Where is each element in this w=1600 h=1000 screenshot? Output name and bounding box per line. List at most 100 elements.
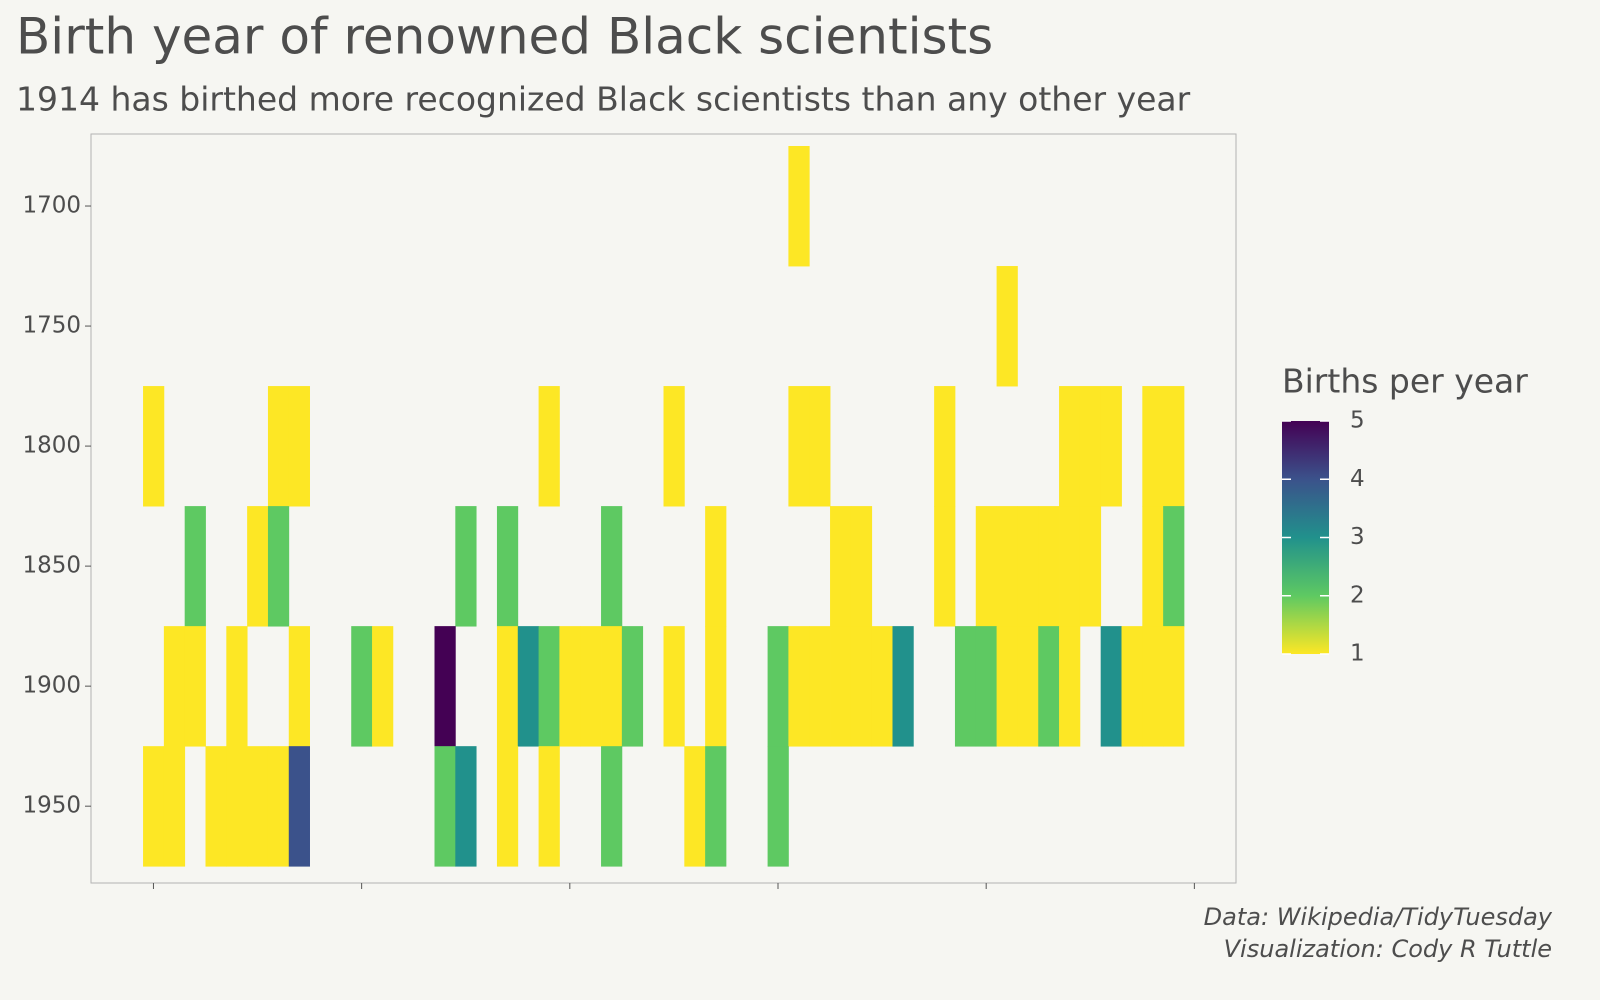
y-tick-label: 1750 <box>22 313 81 339</box>
tile <box>496 746 519 867</box>
tile <box>1100 626 1122 747</box>
tile <box>871 626 893 747</box>
tile <box>267 506 290 627</box>
tile <box>226 746 248 867</box>
y-tick-label: 1700 <box>22 193 81 219</box>
tile <box>975 626 997 747</box>
tile <box>163 626 186 747</box>
y-tick-label: 1850 <box>22 553 81 579</box>
tile <box>1079 386 1102 507</box>
tile <box>1163 506 1185 627</box>
tile <box>830 506 852 627</box>
tile <box>996 266 1018 387</box>
tile <box>372 626 394 747</box>
tile <box>767 626 789 747</box>
tile <box>163 746 186 867</box>
tile <box>434 746 456 867</box>
tile <box>705 506 727 627</box>
tile <box>226 626 248 747</box>
tile <box>934 386 956 507</box>
tile <box>1059 626 1081 747</box>
tile <box>184 506 206 627</box>
tile <box>684 746 706 867</box>
legend-tick-label: 3 <box>1350 524 1365 550</box>
tile <box>288 386 310 507</box>
tile <box>143 386 165 507</box>
tile <box>538 746 560 867</box>
tile <box>496 626 519 747</box>
tile <box>1017 626 1039 747</box>
tile <box>1121 626 1143 747</box>
y-tick-label: 1900 <box>22 673 81 699</box>
tile <box>1079 506 1102 627</box>
legend-tick-label: 2 <box>1350 582 1365 608</box>
tile <box>1017 506 1039 627</box>
tile <box>517 626 539 747</box>
tile <box>621 626 644 747</box>
tile <box>288 626 310 747</box>
tile <box>455 746 477 867</box>
tile <box>247 506 269 627</box>
legend-tick-label: 5 <box>1350 408 1365 434</box>
tile <box>496 506 519 627</box>
tile <box>809 626 831 747</box>
tile <box>705 746 727 867</box>
y-tick-label: 1800 <box>22 433 81 459</box>
tile <box>830 626 852 747</box>
tile <box>351 626 373 747</box>
tile <box>434 626 456 747</box>
tile <box>559 626 581 747</box>
tile <box>205 746 227 867</box>
tile <box>601 626 623 747</box>
tile <box>934 506 956 627</box>
tile <box>767 746 789 867</box>
tile <box>1142 386 1164 507</box>
caption: Visualization: Cody R Tuttle <box>1224 935 1552 963</box>
tile <box>705 626 727 747</box>
tile <box>267 746 290 867</box>
tile <box>1163 626 1185 747</box>
tile <box>1142 626 1164 747</box>
tile <box>538 386 560 507</box>
tile <box>601 506 623 627</box>
tile <box>892 626 914 747</box>
tile <box>1038 506 1060 627</box>
tile <box>788 146 810 267</box>
tile <box>850 626 873 747</box>
tile <box>954 626 977 747</box>
tile <box>538 626 560 747</box>
tile <box>996 626 1018 747</box>
tile <box>996 506 1018 627</box>
chart-subtitle: 1914 has birthed more recognized Black s… <box>16 80 1191 119</box>
tile <box>267 386 290 507</box>
legend-title: Births per year <box>1282 362 1528 401</box>
tile <box>809 386 831 507</box>
panel-border <box>90 133 1237 884</box>
tile <box>663 386 685 507</box>
caption: Data: Wikipedia/TidyTuesday <box>1204 903 1553 931</box>
tile <box>1100 386 1122 507</box>
tile <box>850 506 873 627</box>
tile <box>1059 506 1081 627</box>
legend-tick-label: 4 <box>1350 466 1365 492</box>
y-tick-label: 1950 <box>22 793 81 819</box>
tile <box>601 746 623 867</box>
tile <box>788 386 810 507</box>
tile <box>663 626 685 747</box>
tile <box>788 626 810 747</box>
tile <box>975 506 997 627</box>
tile <box>580 626 602 747</box>
chart-title: Birth year of renowned Black scientists <box>16 8 993 66</box>
tile <box>288 746 310 867</box>
tile <box>455 506 477 627</box>
tile <box>247 746 269 867</box>
tile <box>1142 506 1164 627</box>
tile <box>1038 626 1060 747</box>
tile <box>184 626 206 747</box>
tile <box>143 746 165 867</box>
legend-tick-label: 1 <box>1350 641 1365 667</box>
tile <box>1163 386 1185 507</box>
tile <box>1059 386 1081 507</box>
